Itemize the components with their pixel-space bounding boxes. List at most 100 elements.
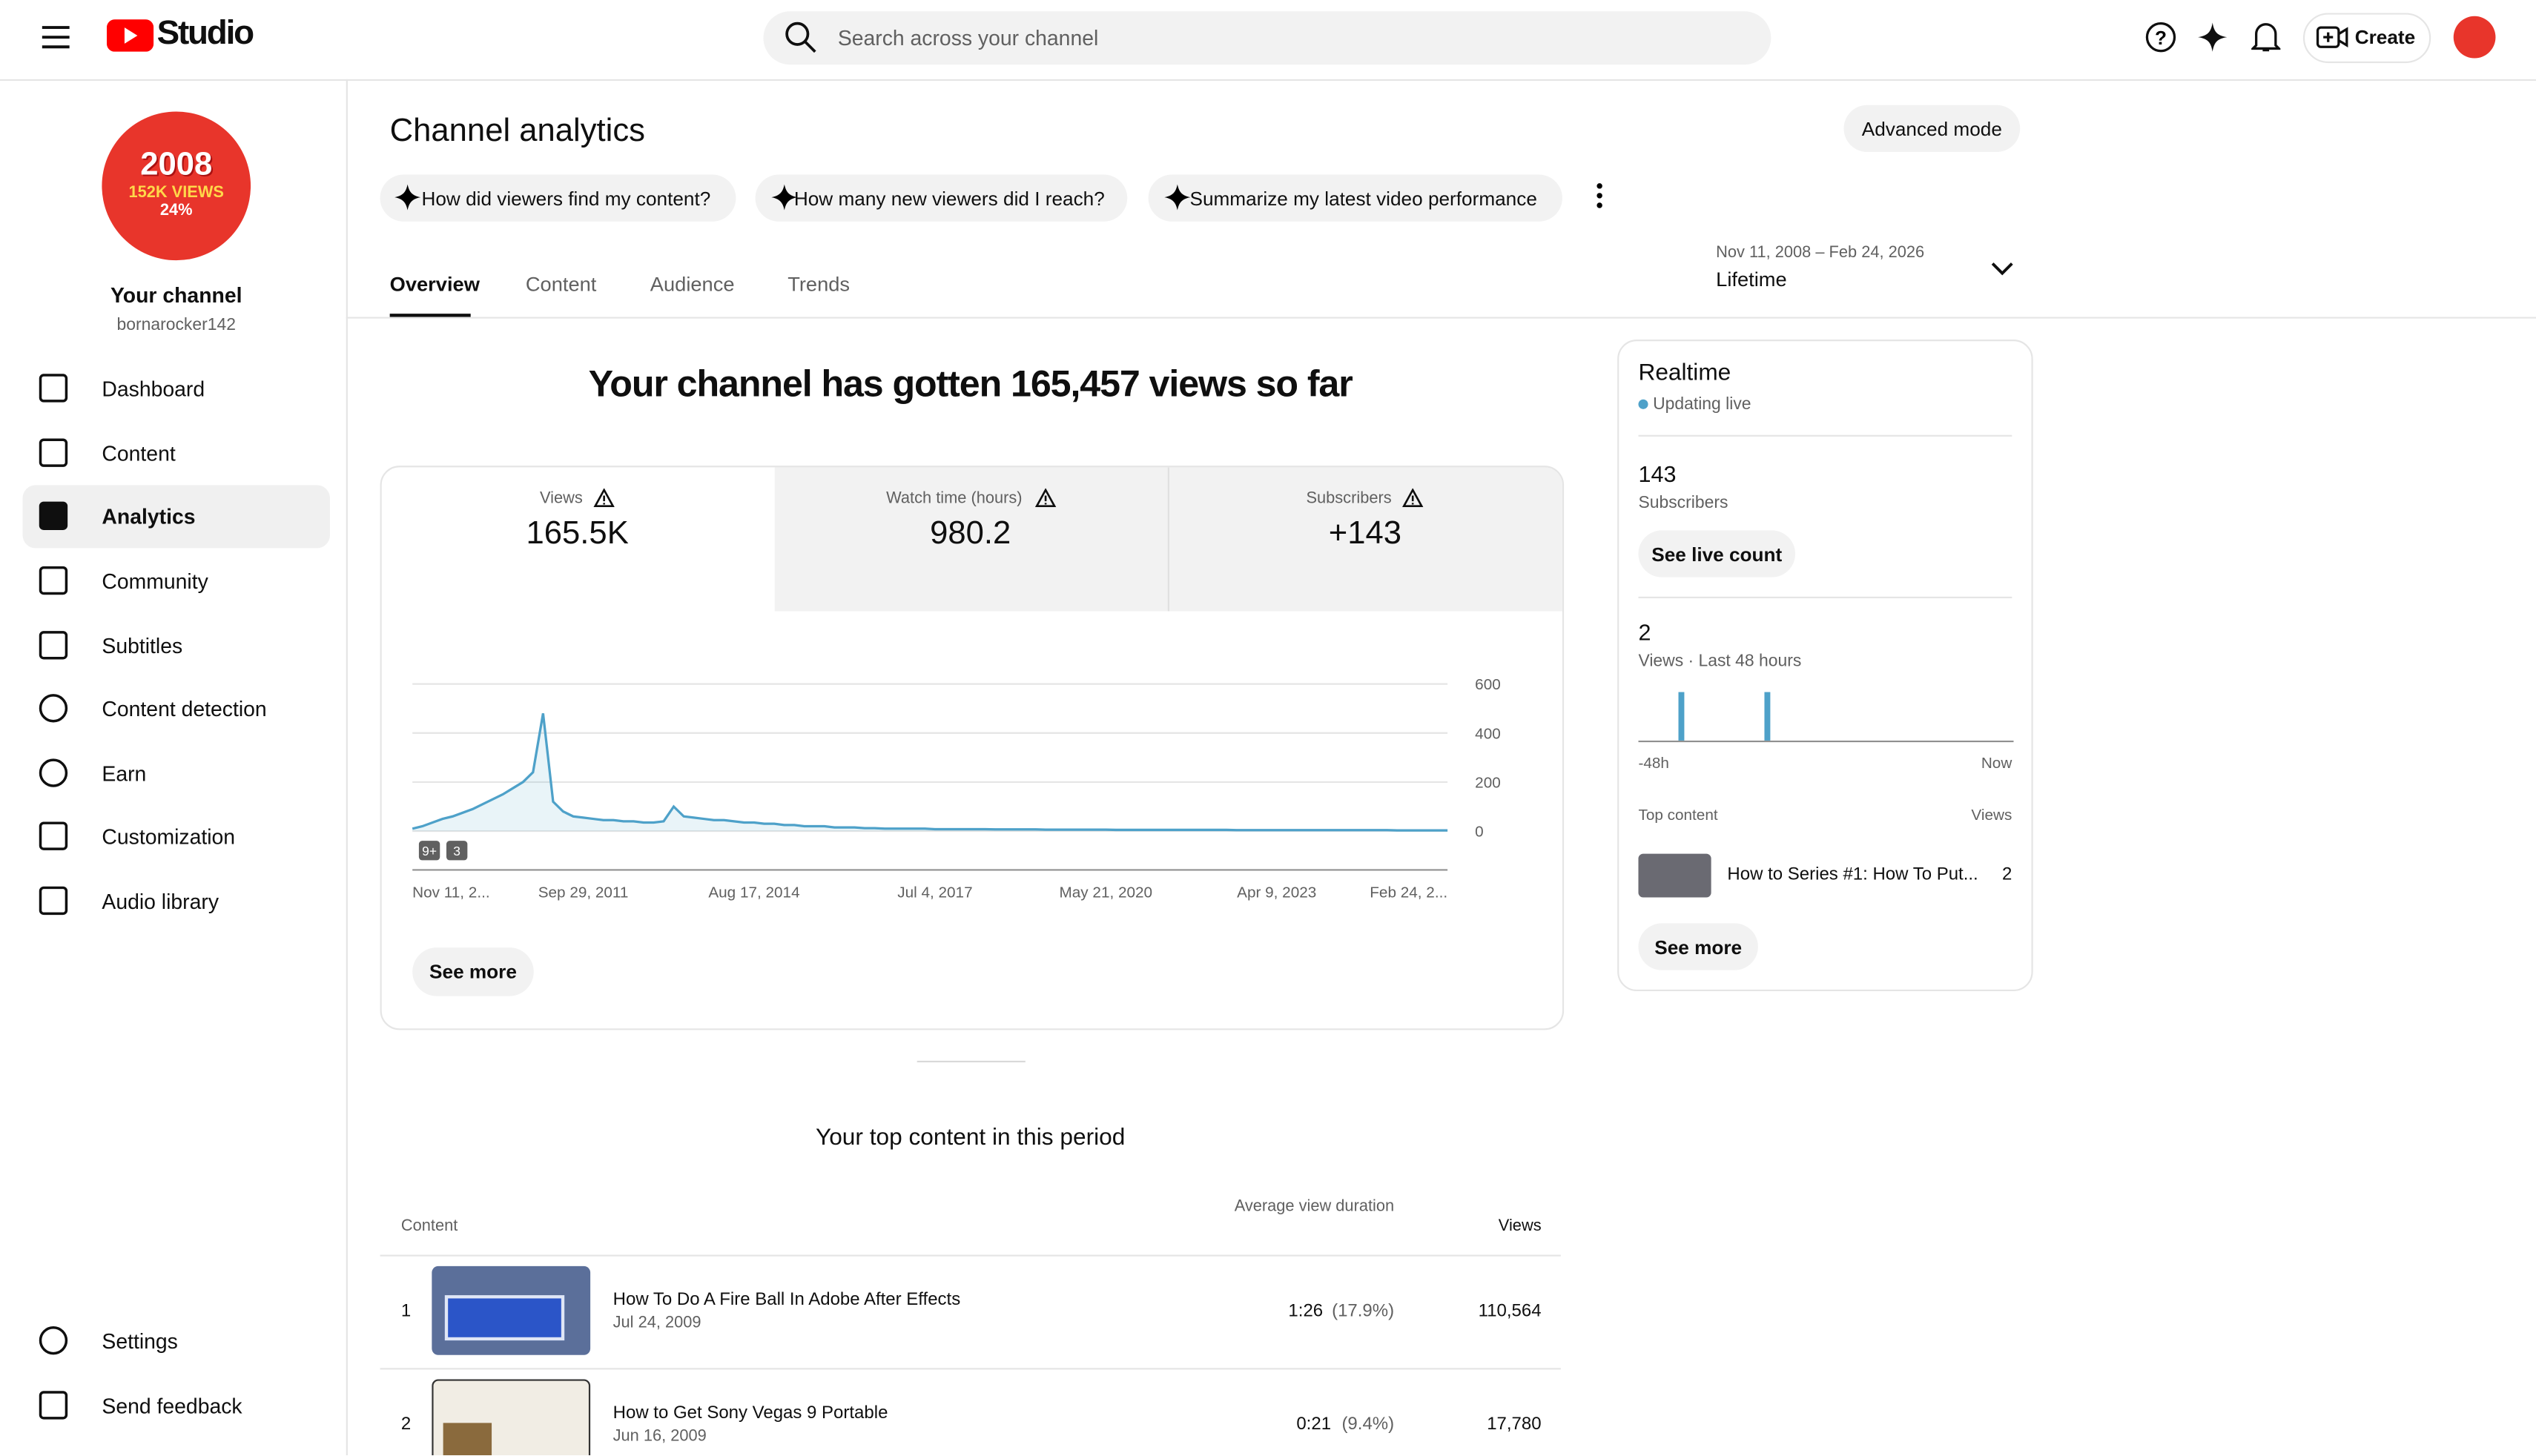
- help-icon[interactable]: ?: [2144, 21, 2177, 53]
- nav-icon-shape: [39, 631, 68, 660]
- video-date: Jun 16, 2009: [612, 1427, 707, 1446]
- nav-item[interactable]: Earn: [102, 761, 147, 787]
- create-icon: [2316, 26, 2348, 48]
- create-label: Create: [2354, 25, 2416, 49]
- search-box[interactable]: [763, 11, 1771, 65]
- avatar-text: 152K VIEWS: [128, 184, 224, 202]
- channel-handle: bornarocker142: [116, 315, 236, 335]
- see-live-count-button[interactable]: See live count: [1638, 530, 1796, 578]
- thumbnail-art: [443, 1423, 492, 1456]
- tab[interactable]: Content: [525, 273, 597, 297]
- subscriber-label: Subscribers: [1638, 493, 1728, 513]
- nav-item[interactable]: Subtitles: [102, 633, 183, 658]
- create-button[interactable]: [2302, 13, 2431, 64]
- thumbnail[interactable]: [1638, 853, 1711, 898]
- period[interactable]: Lifetime: [1716, 268, 1787, 291]
- subscriber-count: 143: [1638, 460, 1677, 487]
- x-tick-label: Aug 17, 2014: [708, 884, 799, 901]
- nav-icon: [39, 1326, 68, 1355]
- sparkle-icon[interactable]: [2198, 22, 2228, 52]
- date-range[interactable]: Nov 11, 2008 – Feb 24, 2026: [1716, 244, 1925, 262]
- nav-icon: [39, 438, 68, 467]
- nav-item[interactable]: Audio library: [102, 889, 219, 914]
- see-more-button[interactable]: See more: [412, 947, 534, 996]
- nav-item[interactable]: Send feedback: [102, 1394, 242, 1418]
- account-avatar[interactable]: [2453, 16, 2496, 59]
- tab-underline: [389, 314, 471, 317]
- nav-icon: [39, 821, 68, 850]
- nav-item[interactable]: Dashboard: [102, 377, 205, 401]
- nav-icon: [39, 631, 68, 660]
- prompt-chip[interactable]: How many new viewers did I reach?: [755, 174, 1128, 222]
- metric-label[interactable]: Watch time (hours): [886, 489, 1023, 508]
- nav-item[interactable]: Content detection: [102, 697, 267, 721]
- nav-icon-shape: [39, 438, 68, 467]
- nav-icon-shape: [39, 821, 68, 850]
- logo-icon[interactable]: [106, 19, 154, 52]
- more-icon[interactable]: [1595, 182, 1605, 208]
- event-badge: [418, 841, 440, 861]
- nav-item[interactable]: Analytics: [102, 504, 196, 529]
- notifications-icon[interactable]: [2251, 21, 2281, 53]
- nav-icon-shape: [39, 1391, 68, 1420]
- column-header[interactable]: Average view duration: [1234, 1198, 1395, 1217]
- line: [412, 713, 1448, 832]
- tab[interactable]: Trends: [787, 273, 851, 297]
- rank: 1: [400, 1301, 412, 1321]
- x-tick-label: Sep 29, 2011: [538, 884, 629, 901]
- warning-icon: [1402, 488, 1424, 507]
- overview-card: [380, 466, 1565, 1030]
- sparkle-icon: [394, 184, 421, 211]
- y-tick-label: 600: [1475, 676, 1501, 693]
- nav-icon-shape: [39, 501, 68, 530]
- channel-avatar[interactable]: 2008 152K VIEWS 24%: [102, 111, 251, 261]
- metric-label[interactable]: Subscribers: [1306, 489, 1392, 508]
- realtime-status: Updating live: [1653, 394, 1751, 414]
- nav-icon: [39, 1391, 68, 1420]
- prompt-chip[interactable]: Summarize my latest video performance: [1148, 174, 1562, 222]
- menu-icon[interactable]: [42, 24, 70, 50]
- table-title: Your top content in this period: [816, 1125, 1126, 1151]
- column-header: Content: [400, 1217, 458, 1236]
- sidebar: [0, 79, 348, 1456]
- video-title[interactable]: How to Get Sony Vegas 9 Portable: [612, 1403, 888, 1423]
- nav-item[interactable]: Customization: [102, 824, 236, 850]
- column-header[interactable]: Views: [1498, 1217, 1542, 1236]
- metric-divider: [1167, 467, 1169, 612]
- divider: [1638, 434, 2012, 437]
- bar: [1764, 692, 1771, 741]
- divider: [1638, 596, 2012, 599]
- x-tick-label: Nov 11, 2...: [412, 884, 489, 901]
- y-tick-label: 200: [1475, 775, 1501, 792]
- thumbnail[interactable]: [432, 1265, 591, 1355]
- realtime-chart: [1638, 692, 2014, 743]
- metric-label[interactable]: Views: [539, 489, 583, 508]
- thumbnail[interactable]: [432, 1379, 591, 1456]
- nav-item[interactable]: Content: [102, 441, 176, 466]
- prompt-chip[interactable]: How did viewers find my content?: [380, 174, 736, 222]
- views: 2: [2001, 864, 2012, 885]
- nav-icon-shape: [39, 374, 68, 403]
- avatar-text: 24%: [159, 202, 193, 220]
- top-bar: [0, 0, 2536, 82]
- x-axis-label: Now: [1981, 755, 2012, 773]
- metric-value: +143: [1328, 515, 1402, 552]
- logo-text[interactable]: Studio: [156, 14, 255, 52]
- see-more-button[interactable]: See more: [1638, 923, 1758, 970]
- video-title[interactable]: How To Do A Fire Ball In Adobe After Eff…: [612, 1290, 961, 1310]
- nav-icon: [39, 694, 68, 723]
- video-title[interactable]: How to Series #1: How To Put...: [1727, 864, 1978, 885]
- chevron-icon[interactable]: [1991, 262, 2014, 277]
- nav-icon-shape: [39, 694, 68, 723]
- advanced-mode-button[interactable]: Advanced mode: [1843, 105, 2021, 153]
- views: 17,780: [1487, 1414, 1542, 1435]
- rank: 2: [400, 1414, 412, 1435]
- metric-value: 165.5K: [526, 515, 629, 552]
- sparkle-icon: [1164, 184, 1191, 211]
- tab[interactable]: Overview: [389, 273, 480, 297]
- nav-item[interactable]: Settings: [102, 1328, 178, 1354]
- nav-item[interactable]: Community: [102, 569, 208, 594]
- tab[interactable]: Audience: [650, 273, 735, 297]
